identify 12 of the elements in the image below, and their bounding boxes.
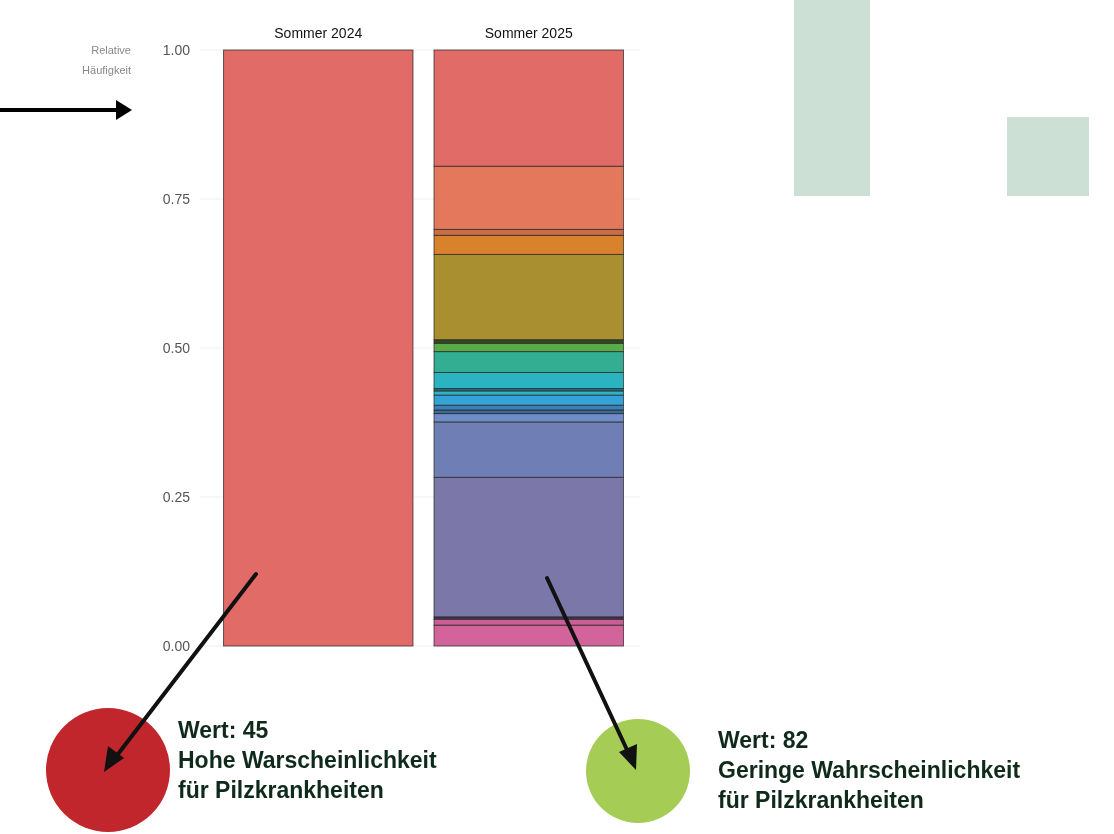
bar <box>433 624 624 647</box>
y-tick-label: 0.75 <box>162 190 191 207</box>
y-tick-label: 1.00 <box>162 41 191 58</box>
y-axis-title: Relative Häufigkeit <box>82 44 131 76</box>
y-tick-label: 0.25 <box>162 488 191 505</box>
text: Wert: 45 Hohe Warscheinlichkeit für Pilzkrankheiten <box>178 717 437 803</box>
bar <box>223 49 414 647</box>
y-tick-label: 0.00 <box>162 637 191 654</box>
text: Wert: 82 Geringe Wahrscheinlichkeit für Pilzkrankheiten <box>718 727 1021 813</box>
y-tick-label: 0.50 <box>162 339 191 356</box>
x-tick-label: Sommer 2024 <box>274 25 363 41</box>
x-tick-label: Sommer 2025 <box>484 25 573 41</box>
